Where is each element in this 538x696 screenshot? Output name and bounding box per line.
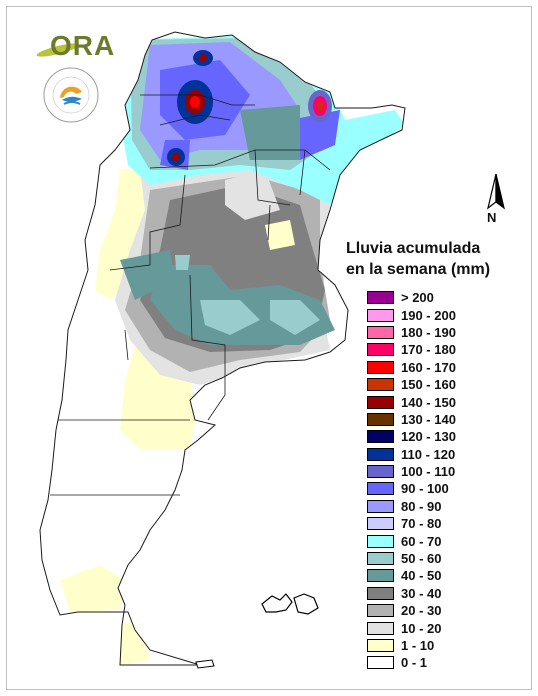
legend-item: 80 - 90 [367,498,456,515]
legend-swatch [367,430,394,444]
legend-item: > 200 [367,289,456,306]
legend-label: 30 - 40 [401,585,442,601]
legend-item: 130 - 140 [367,411,456,428]
legend-swatch [367,360,394,374]
legend-item: 190 - 200 [367,306,456,323]
legend-label: 120 - 130 [401,429,456,445]
legend-item: 170 - 180 [367,341,456,358]
legend-swatch [367,639,394,652]
legend-title: Lluvia acumulada en la semana (mm) [346,238,490,280]
legend-item: 20 - 30 [367,602,456,619]
ora-logo: ORA [32,28,116,62]
legend-swatch [367,343,394,357]
legend-label: 50 - 60 [401,551,442,567]
legend-item: 10 - 20 [367,619,456,636]
legend-item: 110 - 120 [367,446,456,463]
legend-label: 80 - 90 [401,498,442,514]
legend-item: 0 - 1 [367,654,456,671]
legend-swatch [367,308,394,322]
legend-label: 90 - 100 [401,481,449,497]
legend-swatch [367,325,394,339]
legend-item: 40 - 50 [367,567,456,584]
legend-item: 30 - 40 [367,585,456,602]
legend-label: 10 - 20 [401,620,442,636]
legend-swatch [367,534,394,548]
ora-logo-text: ORA [50,30,116,61]
north-label: N [487,210,497,225]
legend-label: 170 - 180 [401,342,456,358]
legend-item: 1 - 10 [367,637,456,654]
legend-label: > 200 [401,290,434,306]
legend-label: 180 - 190 [401,324,456,340]
legend-label: 0 - 1 [401,655,428,671]
legend-item: 180 - 190 [367,324,456,341]
legend-swatch [367,621,394,635]
legend-item: 70 - 80 [367,515,456,532]
legend-swatch [367,517,394,531]
legend-label: 160 - 170 [401,359,456,375]
legend-swatch [367,291,394,305]
legend-swatch [367,569,394,583]
legend-item: 120 - 130 [367,428,456,445]
legend-label: 1 - 10 [401,638,435,653]
legend-label: 150 - 160 [401,377,456,393]
legend-item: 160 - 170 [367,359,456,376]
legend-label: 100 - 110 [401,464,456,480]
smn-seal [43,67,99,123]
legend-label: 110 - 120 [401,446,456,462]
legend-swatch [367,656,394,670]
legend-swatch [367,412,394,426]
legend-swatch [367,552,394,566]
legend-label: 20 - 30 [401,603,442,619]
legend-label: 190 - 200 [401,307,456,323]
legend-label: 40 - 50 [401,568,442,584]
legend-item: 100 - 110 [367,463,456,480]
legend-item: 90 - 100 [367,480,456,497]
legend-swatch [367,586,394,600]
legend-label: 140 - 150 [401,394,456,410]
legend-item: 50 - 60 [367,550,456,567]
legend-swatch [367,499,394,513]
legend-swatch [367,604,394,618]
legend-item: 60 - 70 [367,532,456,549]
legend-title-line2: en la semana (mm) [346,261,491,278]
legend-swatch [367,447,394,461]
rainfall-legend: > 200 190 - 200 180 - 190 170 - 180 160 - 17… [367,289,456,672]
legend-label: 130 - 140 [401,411,456,427]
legend-item: 140 - 150 [367,393,456,410]
legend-swatch [367,465,394,479]
legend-swatch [367,395,394,409]
legend-swatch [367,482,394,496]
legend-item: 150 - 160 [367,376,456,393]
legend-swatch [367,378,394,392]
north-arrow [487,173,505,210]
legend-title-line1: Lluvia acumulada [346,240,481,257]
legend-label: 60 - 70 [401,533,442,549]
legend-label: 70 - 80 [401,516,442,532]
malvinas-islands [261,593,319,615]
